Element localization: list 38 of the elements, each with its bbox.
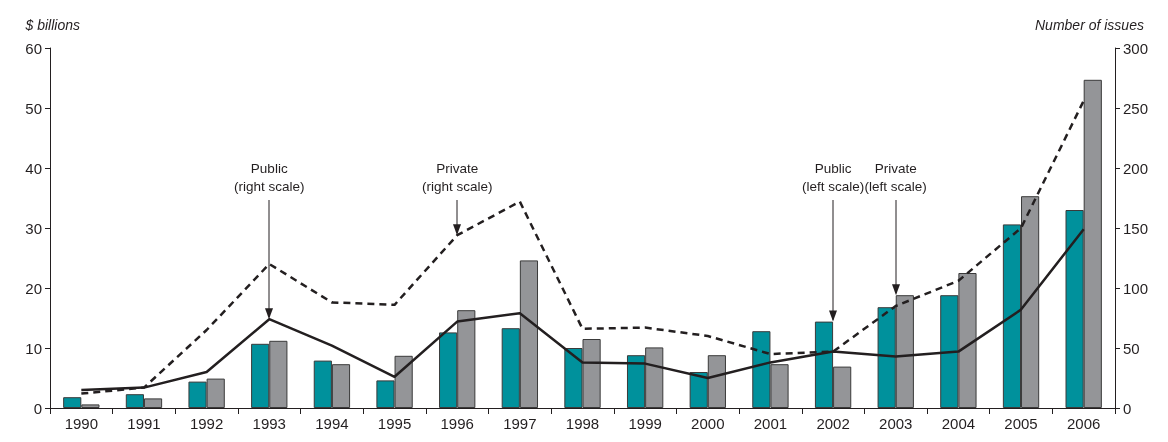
- x-tick-label: 1999: [628, 415, 662, 432]
- x-tick-label: 1993: [252, 415, 286, 432]
- x-tick-label: 1994: [315, 415, 349, 432]
- x-tick-label: 1990: [64, 415, 99, 432]
- line-series: [80, 99, 1085, 395]
- y2-tick-label: 250: [1123, 99, 1149, 117]
- y-tick-label: 60: [25, 39, 42, 57]
- x-tick-label: 2006: [1066, 415, 1101, 432]
- y2-tick-label: 200: [1123, 159, 1149, 177]
- y2-tick-label: 150: [1123, 219, 1149, 237]
- y2-axis-title: Number of issues: [1035, 17, 1144, 33]
- y2-tick-label: 0: [1123, 399, 1132, 417]
- y-axis-title: $ billions: [24, 17, 80, 33]
- y-tick-label: 20: [25, 279, 42, 297]
- annotation: Public (left scale): [801, 160, 865, 196]
- x-tick-label: 1998: [565, 415, 600, 432]
- x-tick-label: 2003: [879, 415, 913, 432]
- x-tick-label: 1992: [189, 415, 224, 432]
- x-tick-label: 2002: [816, 415, 850, 432]
- y2-tick-label: 50: [1123, 339, 1140, 357]
- y-tick-label: 40: [25, 159, 42, 177]
- annotation: Private (left scale): [864, 160, 927, 196]
- x-tick-label: 2005: [1004, 415, 1038, 432]
- x-tick-label: 1995: [377, 415, 412, 432]
- annotation: Public (right scale): [233, 160, 305, 196]
- y-tick-label: 30: [25, 219, 42, 237]
- y-tick-label: 0: [33, 399, 42, 417]
- x-tick-label: 2001: [753, 415, 788, 432]
- x-tick-label: 1997: [503, 415, 537, 432]
- y-tick-label: 10: [25, 339, 42, 357]
- annotation: Private (right scale): [421, 160, 493, 196]
- x-tick-label: 1991: [127, 415, 161, 432]
- y2-tick-label: 100: [1123, 279, 1149, 297]
- y2-tick-label: 300: [1123, 39, 1149, 57]
- x-tick-label: 2004: [941, 415, 976, 432]
- x-tick-label: 2000: [691, 415, 725, 432]
- y-tick-label: 50: [25, 99, 42, 117]
- x-tick-label: 1996: [440, 415, 474, 432]
